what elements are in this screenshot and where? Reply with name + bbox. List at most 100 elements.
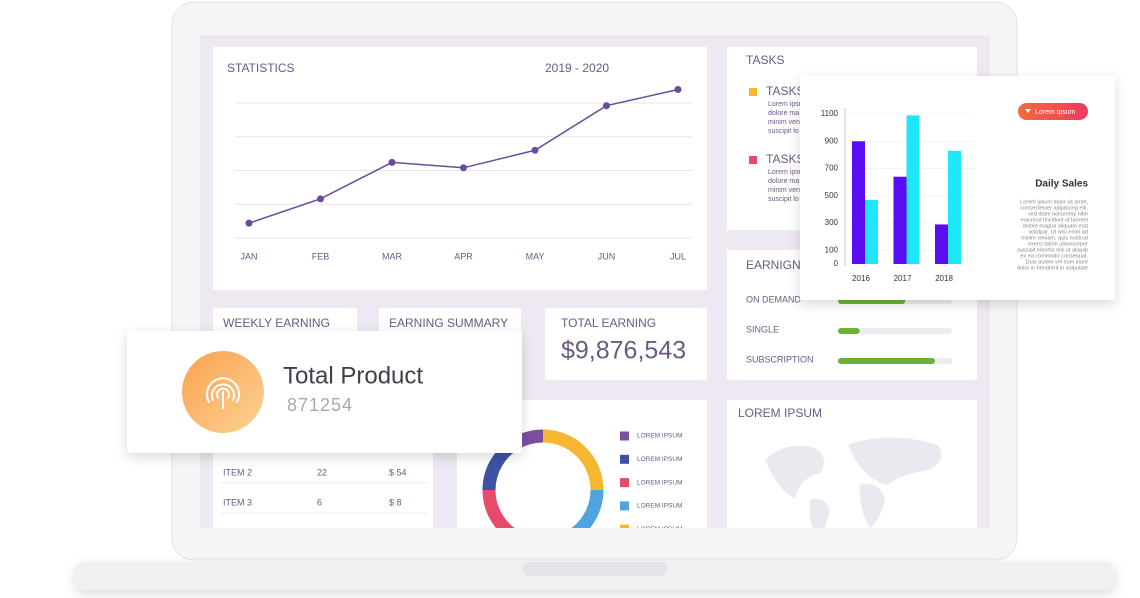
point [460,164,467,172]
world-map [765,437,942,528]
total-product-title: Total Product [283,362,423,389]
y-tick-label: 0 [834,259,839,268]
description-line: dolore magna aliquam erat [1023,223,1089,229]
task-marker [749,156,757,164]
earning-label: SUBSCRIPTION [746,354,814,364]
badge [1018,103,1088,120]
point [317,195,324,203]
table-cell: ITEM 3 [223,497,252,507]
y-tick-label: 900 [825,136,839,145]
product-icon [206,377,240,409]
bar [948,150,961,264]
table-cell: 6 [317,497,322,507]
y-tick-label: 300 [825,218,839,227]
legend-swatch [620,454,629,464]
total-product-card: Total Product 871254 [127,331,522,453]
progress-bar [838,328,860,334]
description-line: consectetuer adipiscing elit, [1020,205,1088,211]
table-cell: 22 [317,467,327,477]
description-line: Duis autem vel eum iriure [1026,259,1088,265]
description-line: minim veniam, quis nostrud [1021,235,1088,241]
task-text: Lorem ipsu [768,101,803,108]
progress-track [838,328,952,334]
statistics-title: STATISTICS [227,61,295,75]
task-label: TASKS [766,152,804,166]
description-line: Lorem ipsum dolor sit amet, [1020,199,1088,205]
y-tick-label: 500 [825,191,839,200]
legend-label: LOREM IPSUM [637,479,683,486]
x-tick-label: JAN [240,251,257,261]
task-text: minim veni [768,119,802,126]
description-line: ex ea commodo consequat. [1020,253,1088,259]
earning-label: SINGLE [746,324,779,334]
x-tick-label: JUN [598,251,616,261]
legend-label: LOREM IPSUM [637,526,683,533]
x-tick-label: 2016 [852,274,870,283]
description-line: dolor in hendrerit in vulputate [1017,265,1088,271]
map-panel [727,400,977,528]
y-tick-label: 1100 [821,109,839,118]
point [388,158,396,166]
y-tick-label: 700 [825,164,839,173]
donut-segment [482,489,515,528]
bar [906,115,920,264]
point [245,219,253,227]
bar [865,199,878,264]
total-earning-value: $9,876,543 [561,337,686,365]
task-text: dolore ma [768,110,799,117]
donut-segment [571,489,604,528]
weekly-earning-title: WEEKLY EARNING [223,316,330,330]
description-line: volutpat. Ut wisi enim ad [1028,229,1088,235]
task-text: Lorem ipsu [768,169,803,176]
x-tick-label: MAR [382,251,403,261]
legend-label: LOREM IPSUM [637,503,683,510]
progress-bar [838,358,935,364]
earning-label: ON DEMAND [746,294,802,304]
x-tick-label: JUL [670,251,686,261]
task-text: dolore ma [768,178,799,185]
x-tick-label: 2017 [894,274,912,283]
earning-summary-title: EARNING SUMMARY [389,316,508,330]
total-earning-title: TOTAL EARNING [561,316,656,330]
total-earning-panel [545,308,707,380]
x-tick-label: MAY [526,251,545,261]
map-title: LOREM IPSUM [738,406,822,420]
legend-swatch [620,501,629,511]
legend-swatch [620,524,629,528]
table-cell: $ 54 [389,467,407,477]
task-marker [749,88,757,96]
task-label: TASKS [766,84,804,98]
description-line: euismod tincidunt ut laoreet [1021,217,1089,223]
description-line: suscipit lobortis nisl ut aliquip [1017,247,1088,253]
daily-sales-card: Lorem ipsum Daily Sales 1100 900 700 500 300… [800,76,1115,300]
point [674,86,682,93]
legend-label: LOREM IPSUM [637,433,683,440]
bar [935,224,948,264]
earning-title: EARNIGN [746,258,801,272]
statistics-subtitle: 2019 - 2020 [545,61,609,75]
donut-segment [542,429,604,491]
daily-sales-title: Daily Sales [1035,179,1088,190]
badge-text: Lorem ipsum [1035,109,1076,116]
table-cell: $ 8 [389,497,402,507]
bar [852,141,865,264]
x-tick-label: FEB [312,251,330,261]
badge-icon [1025,109,1031,113]
point [603,102,610,110]
description-line: exerci tation ullamcorper [1028,241,1088,247]
task-text: suscipit lo [768,196,799,203]
legend-swatch [620,478,629,488]
statistics-panel [213,47,707,290]
x-tick-label: 2018 [935,274,953,283]
tasks-title: TASKS [746,53,784,67]
total-product-value: 871254 [287,395,353,415]
description-line: sed diam nonummy nibh [1028,211,1088,217]
task-text: minim veni [768,187,802,194]
bar [893,176,907,264]
table-cell: ITEM 2 [223,467,252,477]
y-tick-label: 100 [825,245,839,254]
legend-swatch [620,431,629,441]
x-tick-label: APR [454,251,473,261]
task-text: suscipit lo [768,128,799,135]
